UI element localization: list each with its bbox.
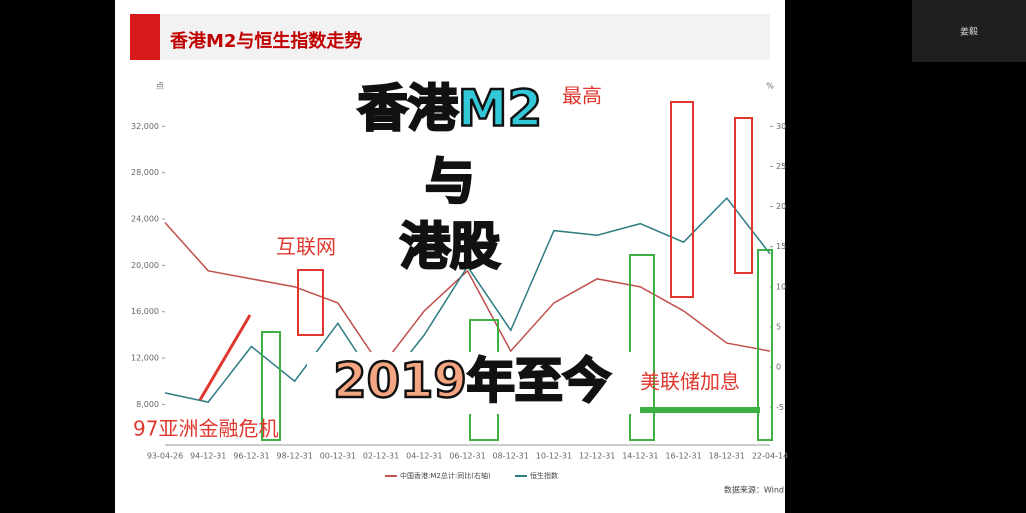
source: 数据来源：Wind <box>724 485 784 495</box>
y-tick-label: 24,000 <box>131 215 159 224</box>
x-tick-label: 93-04-26 <box>147 452 183 461</box>
legend-label: 中国香港:M2总计:同比(右轴) <box>400 471 491 480</box>
series-line <box>164 222 771 369</box>
x-tick-label: 10-12-31 <box>536 452 572 461</box>
y-tick-label: 32,000 <box>131 122 159 131</box>
x-tick-label: 22-04-14 <box>752 452 788 461</box>
title-accent <box>130 14 160 60</box>
x-tick-label: 06-12-31 <box>449 452 485 461</box>
slide <box>115 0 785 513</box>
y2-tick-label: 0 <box>776 363 781 372</box>
x-tick-label: 14-12-31 <box>622 452 658 461</box>
x-tick-label: 08-12-31 <box>493 452 529 461</box>
presenter-tile <box>912 0 1026 62</box>
title-bar <box>130 14 770 60</box>
series-line <box>164 197 771 403</box>
x-tick-label: 96-12-31 <box>233 452 269 461</box>
legend-label: 恒生指数 <box>530 471 558 480</box>
y2-tick-label: 25 <box>776 162 786 171</box>
overlay-title: 香港M2 <box>358 80 543 138</box>
x-tick-label: 94-12-31 <box>190 452 226 461</box>
overlay-box <box>307 352 639 414</box>
y-tick-label: 8,000 <box>136 400 159 409</box>
y2-tick-label: 5 <box>776 322 781 331</box>
y2-unit: % <box>766 82 774 91</box>
annotation: 互联网 <box>276 235 336 259</box>
annotation: 美联储加息 <box>640 370 740 394</box>
x-tick-label: 98-12-31 <box>276 452 312 461</box>
x-tick-label: 18-12-31 <box>709 452 745 461</box>
chart-title: 香港M2与恒生指数走势 <box>169 30 362 52</box>
overlay-title: 港股 <box>400 218 500 276</box>
y-tick-label: 28,000 <box>131 168 159 177</box>
y2-tick-label: 15 <box>776 242 786 251</box>
overlay-subtitle: 2019年至今 <box>333 353 611 409</box>
y2-tick-label: -5 <box>776 403 784 412</box>
y2-tick-label: 30 <box>776 122 786 131</box>
plot: 8,000 12,000 16,000 20,000 24,000 28,000 32,00… <box>131 122 788 480</box>
annotation: 最高 <box>562 84 602 108</box>
x-tick-label: 04-12-31 <box>406 452 442 461</box>
y-tick-label: 16,000 <box>131 307 159 316</box>
overlay-title: 与 <box>425 153 475 211</box>
annotation: 97亚洲金融危机 <box>133 417 278 441</box>
y-tick-label: 20,000 <box>131 261 159 270</box>
x-tick-label: 02-12-31 <box>363 452 399 461</box>
y2-tick-label: 10 <box>776 282 786 291</box>
presenter-name: 姜毅 <box>960 26 978 38</box>
y2-tick-label: 20 <box>776 202 786 211</box>
x-tick-label: 12-12-31 <box>579 452 615 461</box>
y-unit: 点 <box>156 82 164 91</box>
x-tick-label: 16-12-31 <box>665 452 701 461</box>
x-tick-label: 00-12-31 <box>320 452 356 461</box>
y-tick-label: 12,000 <box>131 354 159 363</box>
